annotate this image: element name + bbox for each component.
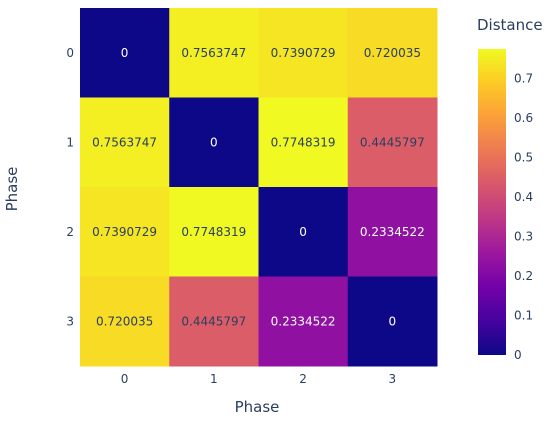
x-tick-label-3: 3 (389, 372, 397, 386)
colorbar: Distance 0 0.1 0.2 0.3 0.4 0.5 0.6 0.7 (477, 16, 543, 362)
heatmap-cell-r1-c0[interactable] (80, 97, 170, 188)
heatmap-cell-r2-c2[interactable] (258, 187, 349, 277)
cell-label-r2-c1: 0.7748319 (181, 225, 246, 239)
x-tick-label-2: 2 (299, 372, 307, 386)
cell-label-r1-c1: 0 (210, 135, 218, 149)
heatmap-cell-r0-c3[interactable] (347, 8, 438, 98)
heatmap-cell-r1-c1[interactable] (169, 97, 259, 188)
y-axis-title: Phase (3, 167, 21, 212)
cell-label-r1-c3: 0.4445797 (360, 135, 425, 149)
cell-label-r0-c2: 0.7390729 (271, 46, 336, 60)
heatmap-cell-r1-c3[interactable] (347, 97, 438, 188)
colorbar-tick-label-2: 0.2 (514, 269, 533, 283)
colorbar-tick-label-3: 0.3 (514, 230, 533, 244)
cell-label-r3-c1: 0.4445797 (181, 314, 246, 328)
heatmap-cell-r1-c2[interactable] (258, 97, 349, 188)
x-axis-title: Phase (235, 398, 280, 416)
heatmap-cells (80, 8, 438, 367)
heatmap-cell-r0-c0[interactable] (80, 8, 170, 98)
cell-label-r2-c3: 0.2334522 (360, 225, 425, 239)
cell-label-r3-c0: 0.720035 (96, 314, 153, 328)
cell-label-r1-c2: 0.7748319 (271, 135, 336, 149)
heatmap-cell-r3-c0[interactable] (80, 276, 170, 367)
cell-label-r3-c2: 0.2334522 (271, 314, 336, 328)
y-tick-label-3: 3 (66, 314, 74, 328)
cell-label-r0-c1: 0.7563747 (181, 46, 246, 60)
cell-label-r2-c0: 0.7390729 (92, 225, 157, 239)
colorbar-tick-label-5: 0.5 (514, 151, 533, 165)
colorbar-gradient (478, 49, 506, 355)
cell-label-r3-c3: 0 (389, 314, 397, 328)
colorbar-tick-label-1: 0.1 (514, 309, 533, 323)
heatmap-cell-r3-c1[interactable] (169, 276, 259, 367)
y-tick-label-1: 1 (66, 135, 74, 149)
colorbar-tick-label-4: 0.4 (514, 190, 533, 204)
colorbar-tick-label-7: 0.7 (514, 72, 533, 86)
cell-label-r1-c0: 0.7563747 (92, 135, 157, 149)
colorbar-tick-label-0: 0 (514, 348, 522, 362)
heatmap-cell-r3-c2[interactable] (258, 276, 349, 367)
heatmap-cell-r0-c1[interactable] (169, 8, 259, 98)
x-tick-label-1: 1 (210, 372, 218, 386)
heatmap-cell-r0-c2[interactable] (258, 8, 349, 98)
heatmap-cell-r3-c3[interactable] (347, 276, 438, 367)
colorbar-title: Distance (477, 16, 543, 34)
colorbar-tick-label-6: 0.6 (514, 111, 533, 125)
cell-label-r0-c3: 0.720035 (364, 46, 421, 60)
axes: Phase Phase 0 1 2 3 0 1 2 3 (3, 46, 396, 416)
x-tick-label-0: 0 (121, 372, 129, 386)
heatmap-cell-r2-c1[interactable] (169, 187, 259, 277)
heatmap-cell-r2-c0[interactable] (80, 187, 170, 277)
cell-label-r0-c0: 0 (121, 46, 129, 60)
cell-label-r2-c2: 0 (299, 225, 307, 239)
y-tick-label-2: 2 (66, 225, 74, 239)
heatmap-cell-labels: 0 0.7563747 0.7390729 0.720035 0.7563747 0 0.7… (92, 46, 425, 329)
y-tick-label-0: 0 (66, 46, 74, 60)
heatmap-cell-r2-c3[interactable] (347, 187, 438, 277)
